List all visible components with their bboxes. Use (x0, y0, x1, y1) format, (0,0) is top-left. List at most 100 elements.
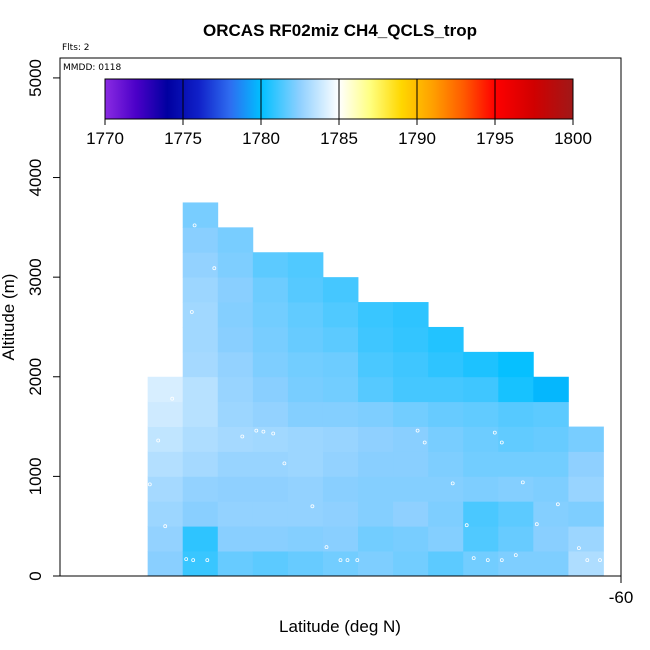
heatmap-cell (182, 302, 219, 328)
heatmap-cell (463, 501, 499, 527)
observation-point (647, 482, 650, 487)
heatmap-cell (287, 426, 324, 452)
colorbar-tick-label: 1780 (242, 129, 280, 148)
heatmap-cell (217, 476, 254, 502)
heatmap-cell (393, 302, 429, 328)
heatmap-cell (568, 451, 604, 477)
heatmap-cell (182, 227, 219, 253)
heatmap-cell (428, 526, 464, 552)
heatmap-cell (393, 401, 429, 427)
y-axis-label: Altitude (m) (0, 274, 18, 361)
heatmap-cell (498, 551, 534, 577)
heatmap-cell (568, 476, 604, 502)
heatmap-cell (358, 476, 394, 502)
heatmap-cell (498, 451, 534, 477)
colorbar-tick-label: 1790 (398, 129, 436, 148)
heatmap-cell (182, 326, 219, 353)
heatmap-cell (217, 451, 254, 477)
heatmap-cell (393, 526, 429, 552)
heatmap-cell (182, 501, 219, 527)
observation-point (585, 558, 590, 562)
heatmap-cell (463, 401, 499, 427)
heatmap-cell (498, 376, 534, 403)
heatmap-cell (533, 401, 569, 427)
observation-point (598, 558, 602, 562)
observation-point (598, 351, 602, 356)
heatmap-cell (287, 326, 324, 353)
observation-point (499, 558, 504, 562)
heatmap-cell (182, 401, 219, 427)
heatmap-cell (428, 501, 464, 527)
heatmap-cell (358, 401, 394, 427)
y-tick-label: 2000 (26, 358, 45, 396)
observation-point (163, 524, 168, 529)
flights-count-label: Flts: 2 (62, 43, 90, 53)
heatmap-cell (533, 376, 569, 403)
heatmap-cell (322, 376, 359, 403)
heatmap-cell (217, 551, 254, 577)
heatmap-cell (182, 252, 219, 278)
heatmap-cell (217, 376, 254, 403)
heatmap-cell (533, 501, 569, 527)
heatmap-cell (287, 376, 324, 403)
heatmap-cell (533, 551, 569, 577)
observation-point (422, 440, 427, 445)
heatmap-cell (322, 426, 359, 452)
observation-point (173, 351, 177, 356)
observation-point (310, 504, 315, 509)
x-tick-label: -60 (609, 588, 634, 607)
heatmap-cell (182, 526, 219, 552)
y-tick-label: 4000 (26, 159, 45, 197)
heatmap-cell (393, 376, 429, 403)
heatmap-cell (322, 476, 359, 502)
heatmap-cell (393, 451, 429, 477)
heatmap-cell (217, 526, 254, 552)
heatmap-cell (428, 551, 464, 577)
observation-point (485, 558, 490, 562)
x-axis: -60 (609, 576, 634, 607)
heatmap-cell (463, 476, 499, 502)
heatmap-cell (568, 551, 604, 577)
heatmap-cell (217, 401, 254, 427)
heatmap-cell (147, 551, 184, 577)
heatmap-cell (287, 401, 324, 427)
observation-point (513, 553, 518, 557)
observation-point (192, 223, 197, 228)
chart-title: ORCAS RF02miz CH4_QCLS_trop (203, 21, 477, 40)
heatmap-cell (428, 426, 464, 452)
observation-point (577, 546, 581, 550)
heatmap-cell (182, 476, 219, 502)
colorbar-tick-label: 1770 (86, 129, 124, 148)
observation-point (471, 556, 476, 560)
heatmap-cell (217, 501, 254, 527)
heatmap-cell (322, 401, 359, 427)
date-label: MMDD: 0118 (63, 63, 121, 73)
heatmap-cell (217, 227, 254, 253)
heatmap-cell (147, 451, 184, 477)
heatmap-cell (463, 351, 499, 378)
heatmap-cell (182, 202, 219, 228)
observation-point (612, 558, 616, 562)
heatmap-cell (322, 326, 359, 353)
heatmap-cell (568, 501, 604, 527)
heatmap-cell (498, 501, 534, 527)
heatmap-cell (463, 426, 499, 452)
observation-point (534, 522, 539, 527)
heatmap-cell (498, 476, 534, 502)
observation-point (147, 482, 152, 487)
heatmap-cell (358, 302, 394, 328)
observation-point (556, 502, 560, 507)
colorbar-tick-label: 1775 (164, 129, 202, 148)
observation-point (499, 440, 504, 445)
observation-point (191, 558, 196, 562)
heatmap-cell (147, 376, 184, 403)
heatmap-cell (498, 426, 534, 452)
heatmap-cell (393, 326, 429, 353)
heatmap-cell (463, 451, 499, 477)
y-tick-label: 5000 (26, 59, 45, 97)
heatmap-cell (182, 451, 219, 477)
colorbar: 1770 1775 1780 1785 1790 1795 1800 (86, 78, 592, 148)
observation-point (282, 461, 287, 466)
heatmap-cell (322, 277, 359, 303)
heatmap-cell (252, 252, 289, 278)
